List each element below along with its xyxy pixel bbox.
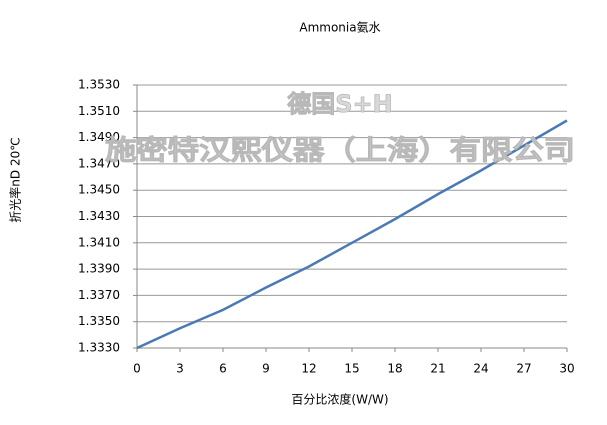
y-tick-label: 1.3350 <box>78 314 120 328</box>
x-tick-label: 30 <box>559 362 574 376</box>
y-axis-label: 折光率nD 20℃ <box>8 137 23 222</box>
y-tick-label: 1.3510 <box>78 104 120 118</box>
y-tick-label: 1.3470 <box>78 156 120 170</box>
y-tick-label: 1.3450 <box>78 183 120 197</box>
x-tick-label: 27 <box>516 362 531 376</box>
x-tick-label: 21 <box>430 362 445 376</box>
y-tick-label: 1.3330 <box>78 341 120 355</box>
y-tick-label: 1.3370 <box>78 288 120 302</box>
x-tick-label: 9 <box>262 362 270 376</box>
y-tick-label: 1.3430 <box>78 209 120 223</box>
x-tick-label: 15 <box>344 362 359 376</box>
y-tick-label: 1.3490 <box>78 130 120 144</box>
y-tick-label: 1.3530 <box>78 78 120 92</box>
watermark: 施密特汉熙仪器（上海）有限公司 <box>105 135 575 167</box>
x-tick-label: 0 <box>133 362 141 376</box>
y-tick-label: 1.3410 <box>78 235 120 249</box>
x-tick-label: 18 <box>387 362 402 376</box>
y-tick-label: 1.3390 <box>78 262 120 276</box>
x-tick-label: 24 <box>473 362 488 376</box>
x-tick-label: 3 <box>176 362 184 376</box>
chart-title: Ammonia氨水 <box>299 21 380 35</box>
x-tick-label: 6 <box>219 362 227 376</box>
watermark: 德国S+H <box>287 90 392 118</box>
x-tick-label: 12 <box>301 362 316 376</box>
data-line <box>136 119 568 350</box>
x-axis-label: 百分比浓度(W/W) <box>291 392 388 407</box>
